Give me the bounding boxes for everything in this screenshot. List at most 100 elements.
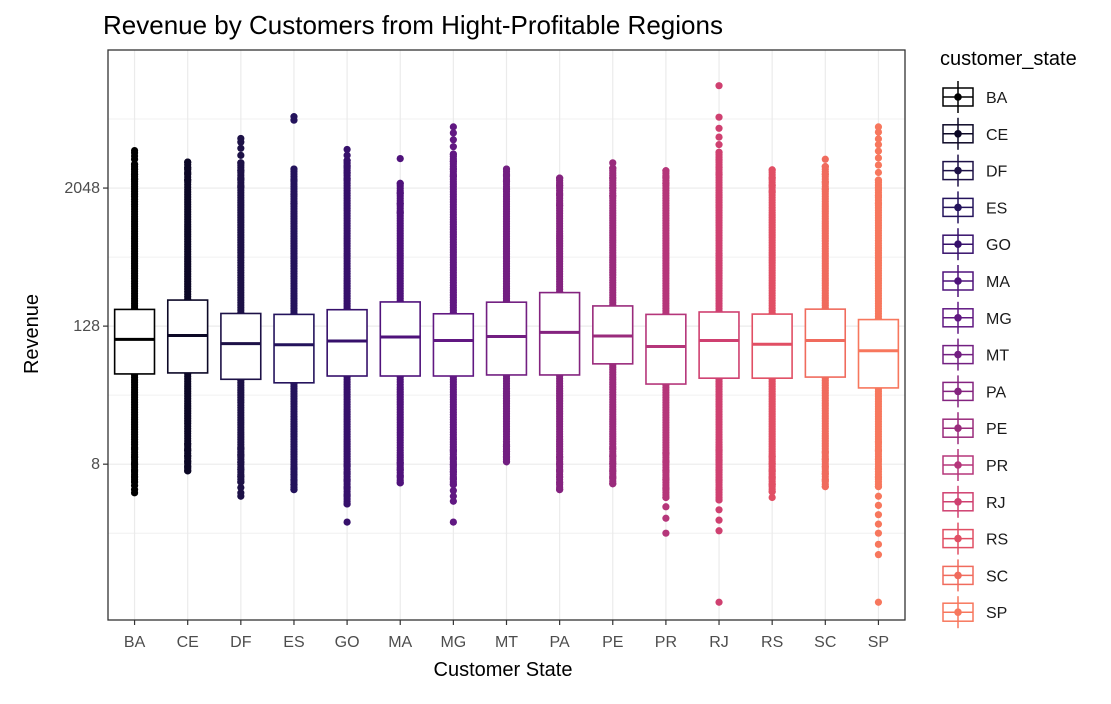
outlier-point bbox=[237, 159, 245, 167]
outlier-point bbox=[609, 474, 617, 482]
outlier-point bbox=[449, 143, 457, 151]
outlier-point bbox=[343, 491, 351, 499]
outlier-point bbox=[715, 82, 723, 90]
outlier-point bbox=[874, 455, 883, 464]
outlier-point bbox=[449, 454, 457, 462]
outlier-point bbox=[715, 466, 723, 474]
outlier-point bbox=[821, 163, 829, 171]
outlier-point bbox=[396, 179, 404, 187]
outlier-point bbox=[662, 173, 670, 181]
outlier-point bbox=[821, 482, 829, 491]
outlier-point bbox=[184, 452, 192, 460]
outlier-point bbox=[502, 177, 511, 185]
outlier-point bbox=[768, 182, 776, 190]
outlier-point bbox=[449, 497, 457, 505]
legend-key-point bbox=[954, 350, 962, 359]
outlier-point bbox=[715, 506, 723, 514]
outlier-point bbox=[449, 129, 457, 137]
outlier-point bbox=[874, 447, 883, 455]
outlier-point bbox=[237, 458, 245, 466]
y-tick-label: 128 bbox=[73, 318, 100, 335]
outlier-point bbox=[609, 480, 617, 488]
outlier-point bbox=[343, 168, 351, 177]
outlier-point bbox=[821, 476, 829, 484]
outlier-point bbox=[874, 192, 883, 200]
outlier-point bbox=[821, 455, 829, 464]
outlier-point bbox=[449, 165, 457, 173]
outlier-point bbox=[237, 478, 245, 486]
outlier-point bbox=[609, 174, 617, 182]
outlier-point bbox=[768, 188, 776, 196]
outlier-point bbox=[290, 199, 298, 208]
outlier-point bbox=[449, 518, 457, 526]
outlier-point bbox=[768, 467, 776, 475]
x-tick-label: SC bbox=[814, 634, 836, 651]
outlier-point bbox=[874, 492, 883, 500]
y-tick-label: 8 bbox=[91, 456, 100, 473]
box-DF bbox=[220, 312, 262, 381]
legend-label: RS bbox=[986, 532, 1008, 549]
outlier-point bbox=[715, 156, 723, 164]
legend-key-point bbox=[954, 461, 962, 469]
outlier-point bbox=[821, 178, 829, 186]
outlier-point bbox=[130, 146, 139, 155]
outlier-point bbox=[662, 514, 670, 522]
outlier-point bbox=[874, 529, 883, 537]
outlier-point bbox=[130, 160, 139, 168]
outlier-point bbox=[715, 124, 723, 132]
outlier-point bbox=[874, 482, 883, 491]
outlier-point bbox=[662, 484, 670, 493]
outlier-point bbox=[874, 511, 883, 519]
outlier-point bbox=[343, 151, 351, 159]
outlier-point bbox=[290, 486, 298, 494]
outlier-point bbox=[130, 467, 139, 475]
outlier-point bbox=[874, 168, 883, 177]
outlier-point bbox=[768, 166, 776, 174]
legend-item-BA: BA bbox=[942, 81, 1008, 113]
legend-label: SP bbox=[986, 605, 1007, 622]
outlier-point bbox=[237, 451, 245, 459]
outlier-point bbox=[715, 447, 723, 455]
outlier-point bbox=[237, 167, 245, 175]
outlier-point bbox=[715, 148, 723, 156]
outlier-point bbox=[290, 176, 298, 184]
x-tick-label: BA bbox=[124, 634, 146, 651]
outlier-point bbox=[556, 201, 564, 209]
outlier-point bbox=[449, 487, 457, 495]
outlier-point bbox=[449, 172, 457, 180]
outlier-point bbox=[556, 190, 564, 199]
box-ES bbox=[273, 313, 315, 384]
legend-item-PE: PE bbox=[942, 412, 1007, 445]
outlier-point bbox=[130, 478, 139, 486]
outlier-point bbox=[821, 448, 829, 456]
boxes bbox=[113, 291, 900, 389]
outlier-point bbox=[396, 199, 404, 208]
outlier-point bbox=[290, 190, 298, 199]
outlier-point bbox=[184, 169, 192, 177]
outlier-point bbox=[874, 551, 883, 559]
outlier-point bbox=[874, 176, 883, 184]
legend-label: GO bbox=[986, 237, 1011, 254]
outlier-point bbox=[237, 183, 245, 191]
legend-item-PR: PR bbox=[942, 449, 1008, 481]
outlier-point bbox=[715, 163, 723, 172]
legend-key-point bbox=[954, 314, 962, 322]
outlier-point bbox=[449, 492, 457, 500]
outlier-point bbox=[662, 475, 670, 483]
outlier-point bbox=[130, 473, 139, 481]
legend-key-point bbox=[954, 93, 962, 101]
outlier-point bbox=[715, 113, 723, 121]
box-SC bbox=[804, 308, 847, 378]
box-GO bbox=[326, 308, 368, 377]
outlier-point bbox=[662, 179, 670, 187]
legend-item-RJ: RJ bbox=[942, 485, 1006, 518]
outlier-point bbox=[662, 458, 670, 466]
legend-key-point bbox=[954, 166, 962, 175]
outlier-point bbox=[556, 174, 564, 182]
chart-title: Revenue by Customers from Hight-Profitab… bbox=[103, 10, 723, 40]
legend-key-point bbox=[954, 277, 962, 285]
legend-item-CE: CE bbox=[942, 117, 1008, 150]
outlier-point bbox=[343, 163, 351, 171]
outlier-point bbox=[874, 474, 883, 482]
